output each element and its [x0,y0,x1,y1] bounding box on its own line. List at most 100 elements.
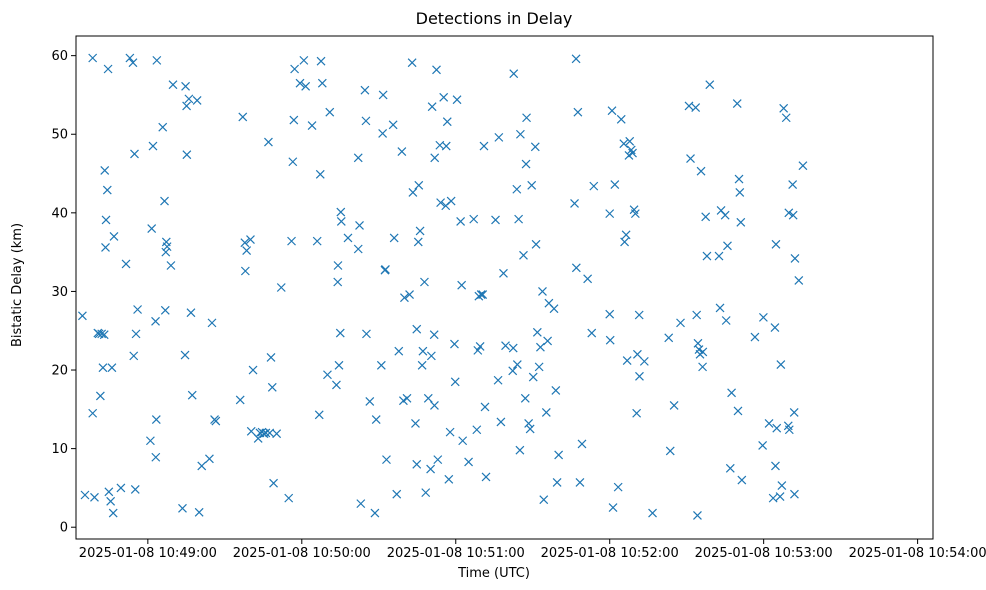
data-point [771,461,780,471]
data-point [181,81,190,91]
data-point [570,198,579,208]
data-point [496,417,506,427]
data-point [128,58,138,68]
data-point [758,312,768,322]
data-point [733,406,743,416]
data-point [621,230,631,240]
data-point [272,429,282,439]
data-point [768,493,778,503]
data-point [433,455,443,465]
x-axis-label: Time (UTC) [457,566,530,581]
data-point [494,132,504,142]
data-point [622,356,632,366]
data-point [794,276,804,285]
data-point [162,242,172,252]
data-point [411,419,420,428]
data-point [382,455,391,465]
data-point [90,492,99,502]
data-point [314,410,324,420]
data-point [571,263,581,273]
data-point [452,95,462,105]
data-point [543,336,553,346]
data-point [116,483,126,493]
data-point [333,277,343,287]
data-point [147,224,157,233]
y-tick-label: 20 [51,364,68,379]
data-point [464,457,474,467]
data-point [129,351,139,361]
data-point [508,366,518,376]
data-point [469,214,479,224]
data-point [481,472,491,482]
data-point [378,129,388,138]
data-point [415,226,425,236]
data-point [770,323,780,333]
plot-area [75,35,934,540]
data-point [420,277,429,287]
data-point [789,408,799,417]
data-point [235,395,245,405]
data-point [472,425,482,435]
data-point [158,122,168,132]
data-point [512,360,522,369]
data-point [197,461,207,471]
data-point [426,464,436,474]
data-point [788,210,798,220]
data-point [648,508,657,518]
y-axis-label: Bistatic Delay (km) [10,223,25,347]
data-point [764,419,774,428]
data-point [750,332,760,342]
data-point [610,180,620,189]
data-point [246,235,255,244]
data-point [732,99,742,109]
data-point [775,492,785,501]
data-point [575,477,585,487]
data-point [269,478,278,488]
data-point [381,264,390,274]
data-point [445,427,455,437]
data-point [334,360,344,370]
data-point [429,330,439,340]
data-point [508,343,518,353]
data-point [727,388,737,398]
data-point [758,441,768,450]
data-point [442,117,452,127]
data-point [242,246,252,255]
data-point [480,402,490,412]
data-point [88,408,98,418]
data-point [630,209,640,219]
data-point [88,53,98,63]
data-point [97,329,107,339]
data-point [430,153,440,163]
data-point [125,53,135,63]
data-point [355,220,364,230]
data-point [267,382,277,392]
data-point [370,508,380,518]
data-point [102,185,112,195]
x-tick-label: 2025-01-08 10:50:00 [233,546,371,561]
data-point [388,120,398,130]
data-point [478,290,488,299]
data-point [151,452,161,462]
data-point [784,208,794,218]
y-tick-label: 50 [51,128,68,143]
data-point [665,446,675,456]
data-point [417,360,427,370]
data-point [152,55,162,65]
data-point [605,309,615,319]
data-point [515,129,525,139]
data-point [101,242,110,252]
data-point [736,217,746,227]
data-point [412,459,422,469]
data-point [777,481,787,490]
data-point [737,475,747,485]
data-point [524,419,534,428]
data-point [343,233,353,243]
data-point [98,363,108,373]
data-point [701,212,711,222]
x-axis: 2025-01-08 10:49:00 2025-01-08 10:50:00 20… [79,539,986,561]
data-point [107,363,117,373]
data-point [130,485,140,494]
data-point [476,290,486,299]
data-point [248,365,258,375]
